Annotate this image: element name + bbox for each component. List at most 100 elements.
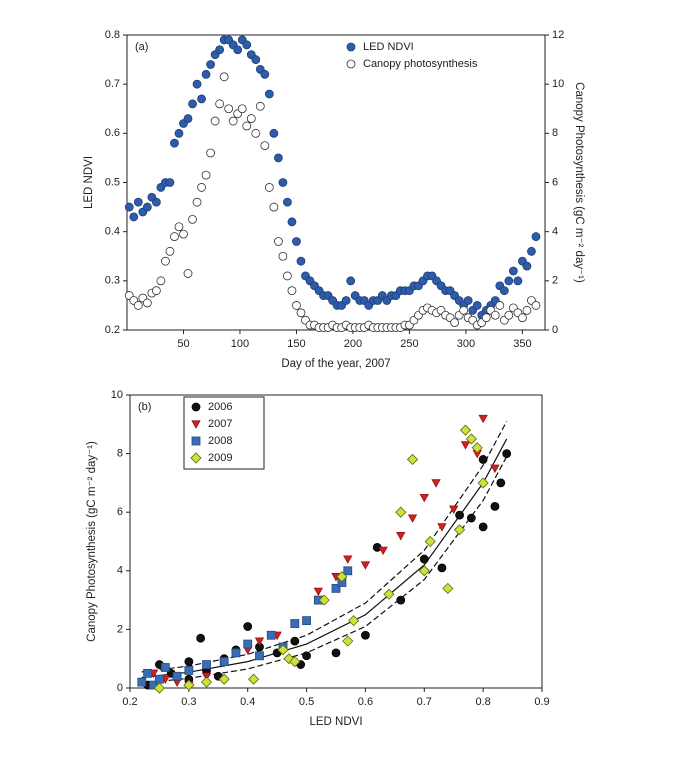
y2-tick-label: 4 — [552, 226, 558, 238]
y-tick-label: 0.6 — [105, 127, 120, 139]
marker — [455, 510, 465, 520]
marker — [318, 594, 330, 606]
marker — [254, 637, 265, 646]
marker — [179, 229, 188, 239]
marker — [342, 635, 354, 647]
marker — [331, 583, 341, 593]
panel-label: (a) — [135, 41, 148, 53]
marker — [183, 679, 195, 691]
marker — [296, 308, 306, 318]
marker — [133, 301, 143, 310]
marker — [264, 89, 274, 99]
y-tick-label: 0 — [117, 682, 123, 694]
marker — [192, 197, 202, 207]
marker — [243, 639, 253, 649]
marker — [478, 455, 488, 464]
x-tick-label: 350 — [513, 338, 531, 350]
marker — [287, 217, 297, 227]
marker — [165, 246, 175, 256]
marker — [396, 595, 406, 605]
y-tick-label: 4 — [117, 565, 123, 577]
marker — [155, 674, 164, 684]
marker — [522, 261, 532, 271]
y-tick-label: 0.8 — [105, 29, 120, 41]
marker — [242, 121, 252, 131]
marker — [522, 305, 532, 315]
marker — [471, 442, 483, 454]
marker — [165, 178, 175, 187]
marker — [174, 222, 184, 232]
x-tick-label: 0.8 — [475, 696, 490, 708]
marker — [218, 673, 230, 685]
marker — [450, 318, 460, 328]
marker — [283, 197, 292, 207]
marker — [142, 202, 152, 212]
marker — [133, 197, 143, 207]
marker — [277, 644, 289, 656]
marker — [283, 271, 292, 281]
marker — [228, 116, 238, 126]
y2-tick-label: 2 — [552, 275, 558, 287]
marker — [406, 453, 419, 466]
marker — [251, 55, 261, 64]
marker — [191, 436, 201, 446]
marker — [292, 237, 301, 246]
marker — [346, 59, 356, 69]
x-tick-label: 200 — [344, 338, 362, 350]
y2-tick-label: 12 — [552, 29, 564, 41]
fit-curve — [141, 456, 508, 684]
marker — [383, 588, 395, 600]
marker — [188, 214, 197, 224]
marker — [360, 561, 371, 570]
marker — [124, 202, 134, 212]
marker — [431, 479, 441, 488]
marker — [266, 630, 276, 640]
marker — [224, 104, 234, 114]
marker — [343, 566, 353, 576]
y-tick-label: 0.7 — [105, 78, 120, 90]
marker — [243, 622, 253, 631]
marker — [192, 79, 202, 89]
marker — [191, 420, 201, 429]
marker — [170, 138, 179, 148]
marker — [242, 40, 252, 50]
plot-frame — [126, 34, 546, 331]
marker — [442, 582, 454, 594]
marker — [129, 212, 139, 222]
y-tick-label: 0.2 — [105, 324, 120, 336]
marker — [161, 256, 170, 266]
marker — [418, 565, 430, 577]
marker — [255, 651, 264, 661]
marker — [201, 69, 211, 79]
marker — [264, 183, 274, 192]
x-tick-label: 150 — [287, 338, 305, 350]
marker — [160, 663, 170, 672]
marker — [170, 232, 179, 241]
x-tick-label: 0.7 — [417, 696, 432, 708]
marker — [531, 301, 541, 310]
panel-label: (b) — [138, 401, 151, 413]
y-tick-label: 8 — [117, 448, 123, 460]
marker — [419, 554, 429, 564]
marker — [454, 524, 466, 536]
marker — [289, 656, 301, 668]
marker — [184, 666, 194, 675]
marker — [407, 514, 418, 523]
y2-tick-label: 10 — [552, 78, 564, 90]
marker — [202, 660, 211, 669]
marker — [513, 276, 523, 286]
marker — [346, 42, 356, 52]
marker — [378, 546, 388, 556]
marker — [290, 619, 300, 628]
x-tick-label: 0.2 — [122, 696, 137, 708]
marker — [460, 441, 471, 450]
y-tick-label: 10 — [111, 389, 123, 401]
marker — [183, 269, 193, 278]
y-tick-label: 6 — [117, 506, 123, 518]
marker — [196, 633, 206, 643]
marker — [137, 677, 147, 687]
marker — [424, 535, 436, 548]
marker — [518, 313, 527, 323]
marker — [508, 266, 518, 276]
y2-tick-label: 8 — [552, 127, 558, 139]
